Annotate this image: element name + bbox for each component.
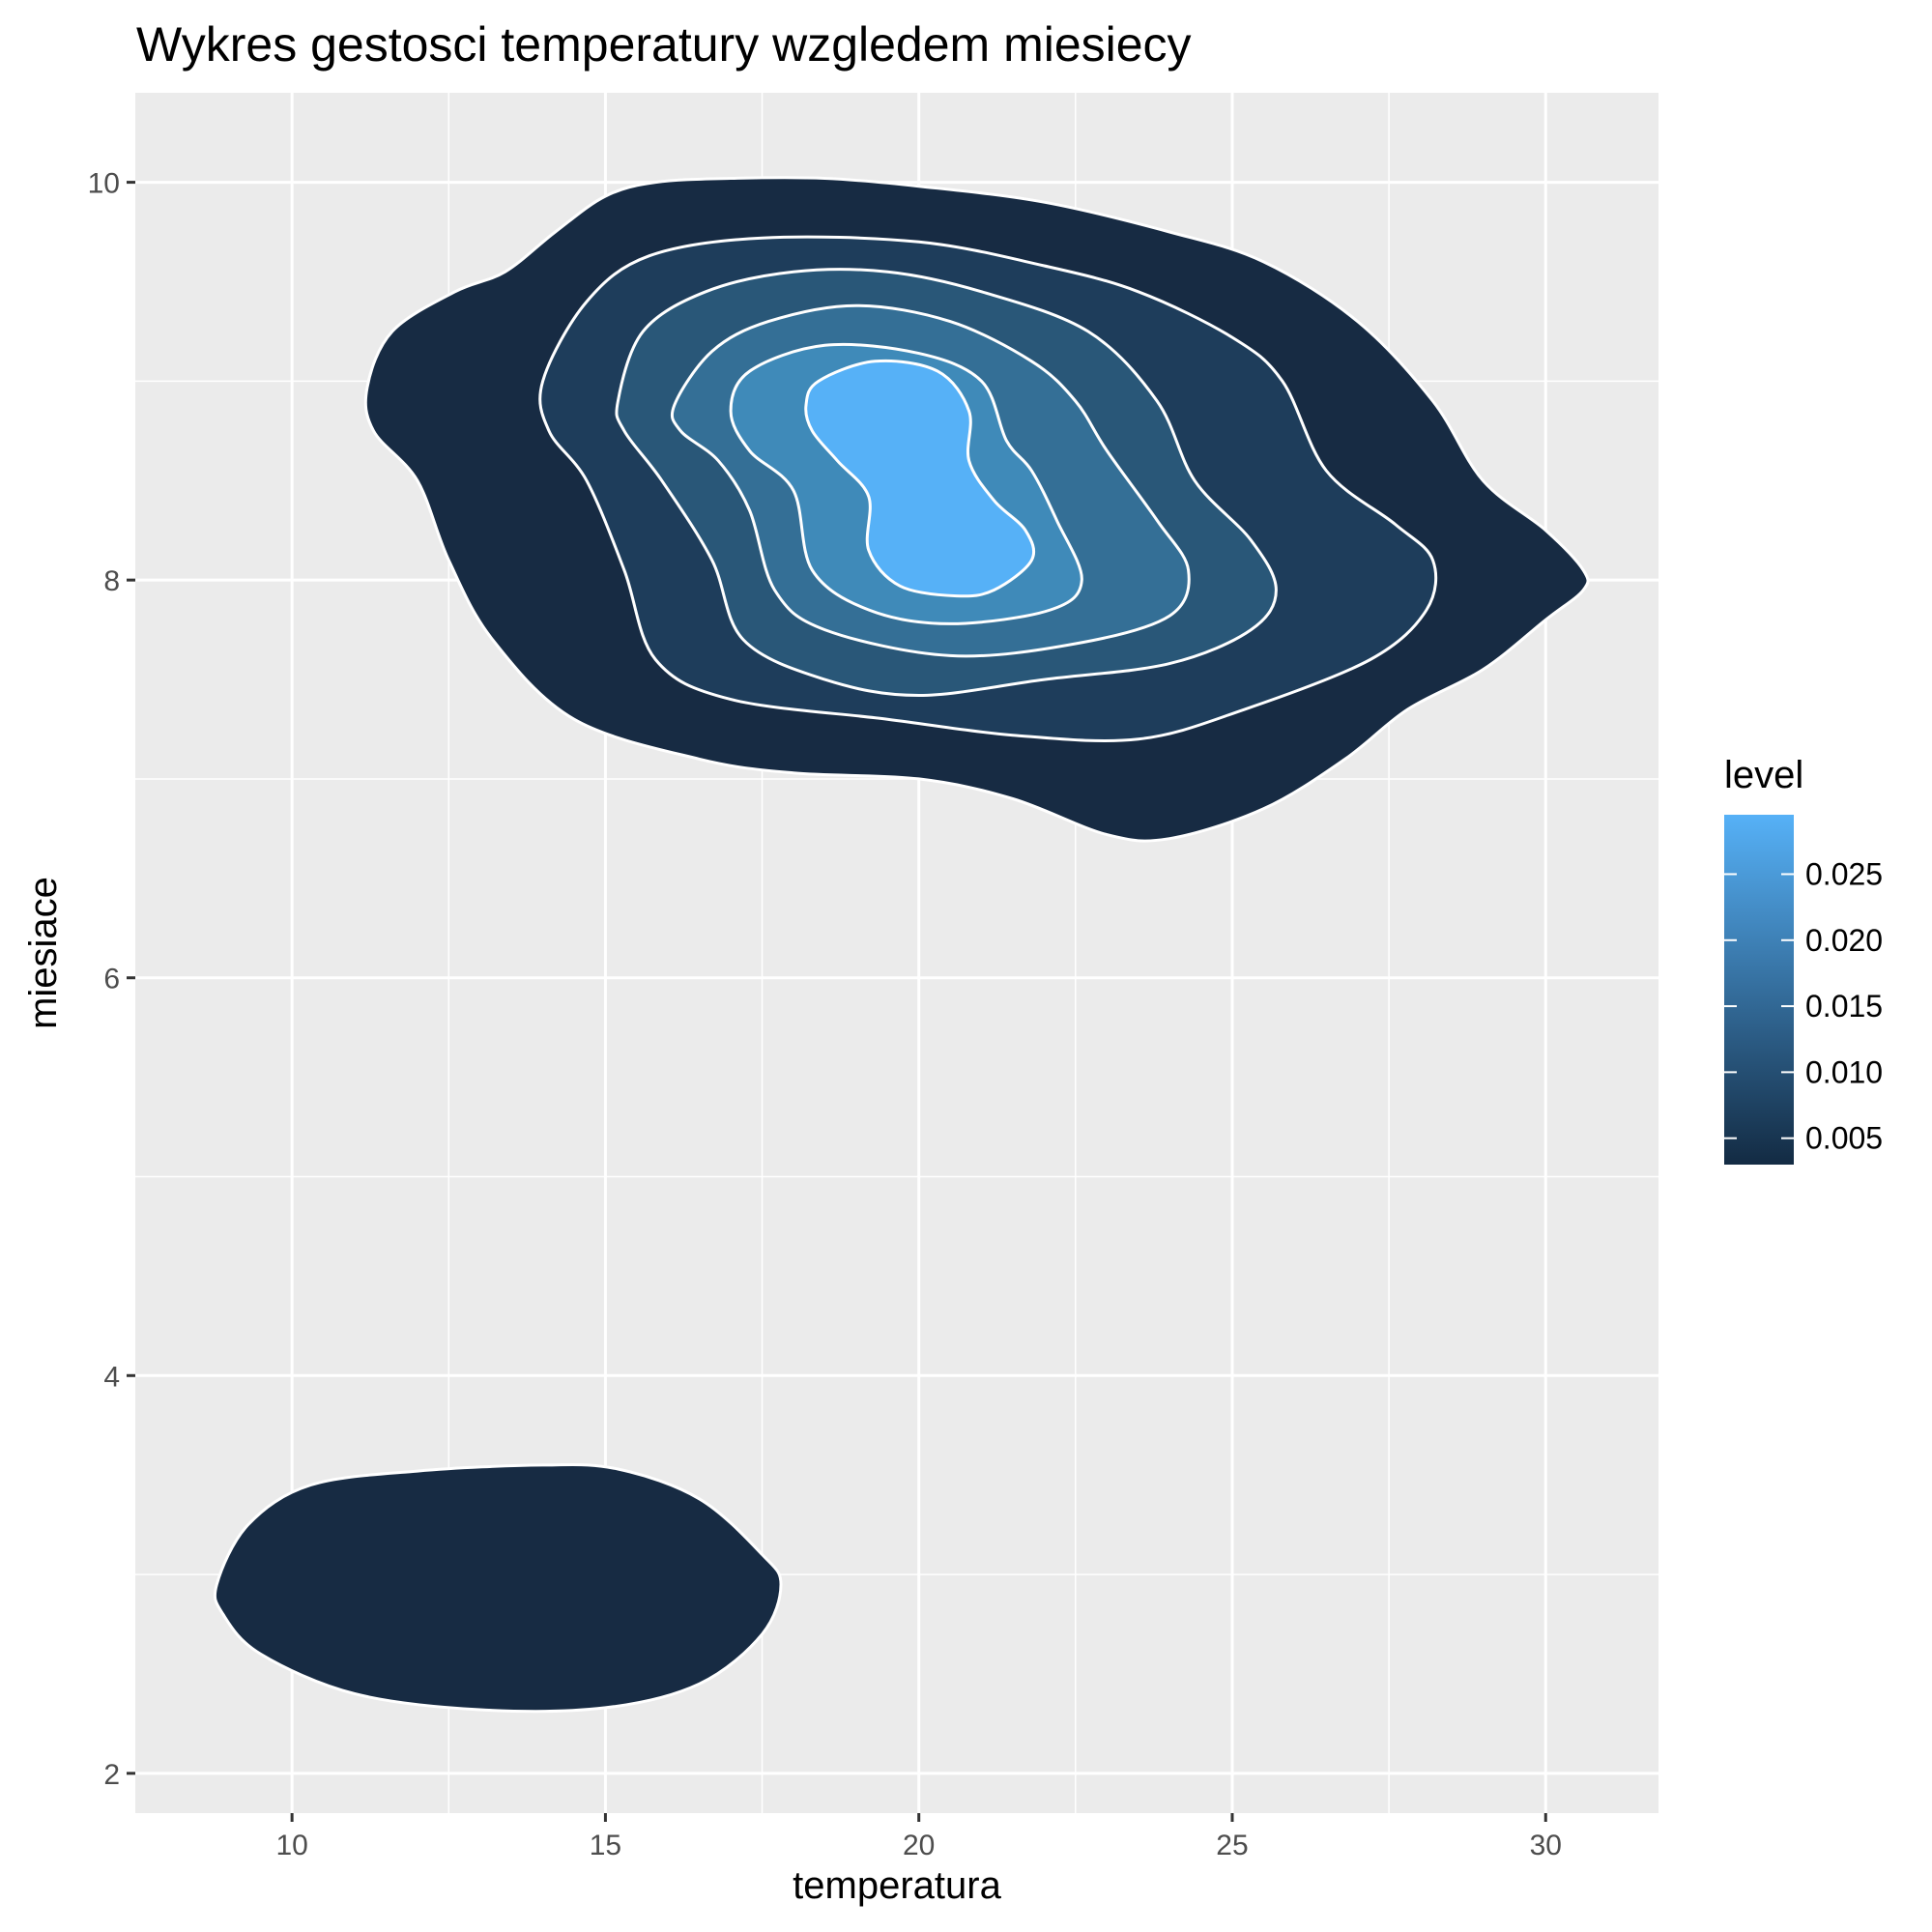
- legend-colorbar: [1724, 815, 1794, 1165]
- legend-title: level: [1724, 754, 1803, 796]
- x-tick-label: 30: [1530, 1830, 1562, 1861]
- legend-tick-label: 0.015: [1805, 989, 1883, 1024]
- density-contour-0.0295: [804, 359, 1036, 598]
- density-contours: [213, 176, 1590, 1714]
- y-tick-label: 6: [103, 964, 120, 995]
- y-axis-title: miesiace: [22, 877, 65, 1029]
- x-tick-label: 10: [275, 1830, 307, 1861]
- x-tick-label: 25: [1216, 1830, 1248, 1861]
- legend: level 0.005 0.010 0.015 0.020 0.025: [1724, 754, 1883, 1165]
- legend-ticks: 0.005 0.010 0.015 0.020 0.025: [1724, 856, 1883, 1156]
- y-tick-label: 10: [88, 168, 120, 200]
- x-tick-label: 15: [590, 1830, 621, 1861]
- y-tick-label: 4: [103, 1361, 120, 1393]
- y-tick-label: 8: [103, 565, 120, 597]
- legend-tick-label: 0.010: [1805, 1054, 1883, 1089]
- legend-tick-label: 0.005: [1805, 1121, 1883, 1156]
- legend-tick-label: 0.025: [1805, 856, 1883, 891]
- density-contour-0.005: [213, 1462, 783, 1714]
- legend-tick-label: 0.020: [1805, 923, 1883, 958]
- chart-title: Wykres gestosci temperatury wzgledem mie…: [136, 17, 1192, 72]
- x-tick-label: 20: [903, 1830, 935, 1861]
- x-axis-title: temperatura: [793, 1864, 1001, 1907]
- axes: 10 15 20 25 30 2 4 6 8 10: [88, 168, 1562, 1861]
- y-tick-label: 2: [103, 1759, 120, 1791]
